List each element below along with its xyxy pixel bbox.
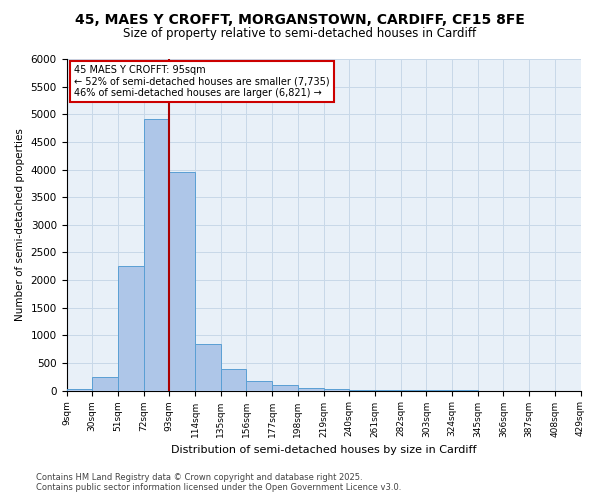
Bar — [92, 378, 118, 390]
Bar — [143, 118, 169, 390]
Bar — [221, 369, 247, 390]
Bar — [118, 266, 143, 390]
Text: 45, MAES Y CROFFT, MORGANSTOWN, CARDIFF, CF15 8FE: 45, MAES Y CROFFT, MORGANSTOWN, CARDIFF,… — [75, 12, 525, 26]
Y-axis label: Number of semi-detached properties: Number of semi-detached properties — [15, 128, 25, 321]
X-axis label: Distribution of semi-detached houses by size in Cardiff: Distribution of semi-detached houses by … — [171, 445, 476, 455]
Bar — [272, 385, 298, 390]
Bar — [323, 389, 349, 390]
Text: Contains HM Land Registry data © Crown copyright and database right 2025.
Contai: Contains HM Land Registry data © Crown c… — [36, 473, 401, 492]
Bar — [67, 389, 92, 390]
Text: 45 MAES Y CROFFT: 95sqm
← 52% of semi-detached houses are smaller (7,735)
46% of: 45 MAES Y CROFFT: 95sqm ← 52% of semi-de… — [74, 64, 330, 98]
Bar — [247, 381, 272, 390]
Text: Size of property relative to semi-detached houses in Cardiff: Size of property relative to semi-detach… — [124, 28, 476, 40]
Bar — [169, 172, 195, 390]
Bar — [195, 344, 221, 390]
Bar — [298, 388, 323, 390]
